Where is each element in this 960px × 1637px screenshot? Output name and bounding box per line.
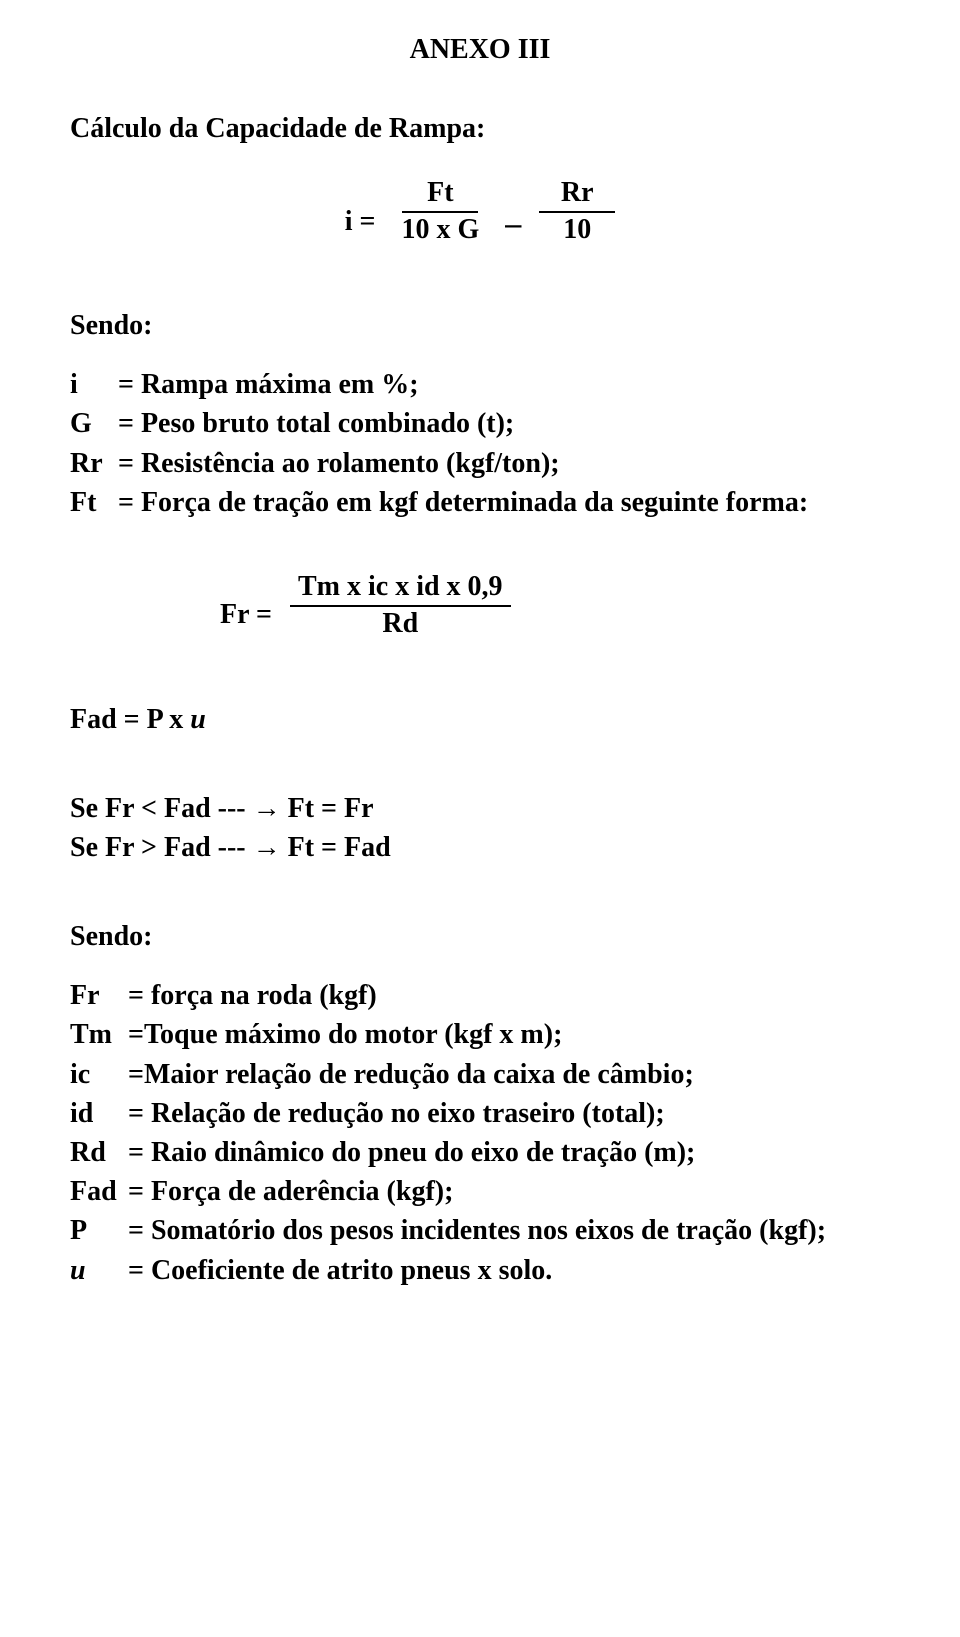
def-Ft-sym: Ft bbox=[70, 483, 118, 522]
def-Fr-sym: Fr bbox=[70, 976, 128, 1015]
def-Tm-text: =Toque máximo do motor (kgf x m); bbox=[128, 1015, 562, 1054]
equation-i: i = Ft 10 x G _ Rr 10 bbox=[70, 178, 890, 246]
condition-1: Se Fr < Fad --- → Ft = Fr bbox=[70, 789, 890, 828]
def-Rd-text: = Raio dinâmico do pneu do eixo de traçã… bbox=[128, 1133, 695, 1172]
def-id: id = Relação de redução no eixo traseiro… bbox=[70, 1094, 890, 1133]
def-id-sym: id bbox=[70, 1094, 128, 1133]
eq-fr-frac: Tm x ic x id x 0,9 Rd bbox=[290, 572, 511, 640]
def-Rd: Rd = Raio dinâmico do pneu do eixo de tr… bbox=[70, 1133, 890, 1172]
def-Rd-sym: Rd bbox=[70, 1133, 128, 1172]
def-Fad: Fad = Força de aderência (kgf); bbox=[70, 1172, 890, 1211]
def-Rr-text: = Resistência ao rolamento (kgf/ton); bbox=[118, 444, 560, 483]
eq-i-frac2-num: Rr bbox=[539, 178, 615, 213]
def-P-text: = Somatório dos pesos incidentes nos eix… bbox=[128, 1211, 826, 1250]
eq-i-minus: _ bbox=[505, 190, 521, 235]
eq-fr-den: Rd bbox=[374, 607, 426, 640]
conditions-block: Se Fr < Fad --- → Ft = Fr Se Fr > Fad --… bbox=[70, 789, 890, 867]
def-Ft-text: = Força de tração em kgf determinada da … bbox=[118, 483, 808, 522]
def-P: P = Somatório dos pesos incidentes nos e… bbox=[70, 1211, 890, 1250]
def-Fad-sym: Fad bbox=[70, 1172, 128, 1211]
def-Tm-sym: Tm bbox=[70, 1015, 128, 1054]
eq-i-frac2: Rr 10 bbox=[539, 178, 615, 246]
def-i: i = Rampa máxima em %; bbox=[70, 365, 890, 404]
def-G-sym: G bbox=[70, 404, 118, 443]
eq-i-frac2-den: 10 bbox=[555, 213, 599, 246]
def-Fr-text: = força na roda (kgf) bbox=[128, 976, 377, 1015]
sendo-label-2: Sendo: bbox=[70, 917, 890, 956]
page-title: ANEXO III bbox=[70, 30, 890, 69]
def-ic-sym: ic bbox=[70, 1055, 128, 1094]
def-u-sym: u bbox=[70, 1251, 128, 1290]
eq-i-frac1-den: 10 x G bbox=[393, 213, 487, 246]
eq-fad-u: u bbox=[190, 704, 206, 735]
eq-fr-num: Tm x ic x id x 0,9 bbox=[290, 572, 511, 607]
section-heading: Cálculo da Capacidade de Rampa: bbox=[70, 109, 890, 148]
def-Fad-text: = Força de aderência (kgf); bbox=[128, 1172, 453, 1211]
eq-fr-lhs: Fr = bbox=[220, 577, 272, 634]
def-Fr: Fr = força na roda (kgf) bbox=[70, 976, 890, 1015]
equation-fr: Fr = Tm x ic x id x 0,9 Rd bbox=[220, 572, 890, 640]
def-u: u = Coeficiente de atrito pneus x solo. bbox=[70, 1251, 890, 1290]
equation-fad: Fad = P x u bbox=[70, 700, 890, 739]
def-Tm: Tm =Toque máximo do motor (kgf x m); bbox=[70, 1015, 890, 1054]
def-ic-text: =Maior relação de redução da caixa de câ… bbox=[128, 1055, 694, 1094]
def-G: G = Peso bruto total combinado (t); bbox=[70, 404, 890, 443]
def-Rr-sym: Rr bbox=[70, 444, 118, 483]
eq-i-frac1-num: Ft bbox=[402, 178, 478, 213]
defs-block-2: Sendo: Fr = força na roda (kgf) Tm =Toqu… bbox=[70, 917, 890, 1290]
eq-fad-prefix: Fad = P x bbox=[70, 704, 190, 735]
condition-2: Se Fr > Fad --- → Ft = Fad bbox=[70, 828, 890, 867]
eq-i-lhs: i = bbox=[345, 184, 376, 241]
def-Rr: Rr = Resistência ao rolamento (kgf/ton); bbox=[70, 444, 890, 483]
def-G-text: = Peso bruto total combinado (t); bbox=[118, 404, 514, 443]
def-Ft: Ft = Força de tração em kgf determinada … bbox=[70, 483, 890, 522]
def-P-sym: P bbox=[70, 1211, 128, 1250]
def-id-text: = Relação de redução no eixo traseiro (t… bbox=[128, 1094, 665, 1133]
def-i-text: = Rampa máxima em %; bbox=[118, 365, 419, 404]
sendo-label-1: Sendo: bbox=[70, 306, 890, 345]
def-i-sym: i bbox=[70, 365, 118, 404]
eq-i-frac1: Ft 10 x G bbox=[393, 178, 487, 246]
def-u-text: = Coeficiente de atrito pneus x solo. bbox=[128, 1251, 552, 1290]
def-ic: ic =Maior relação de redução da caixa de… bbox=[70, 1055, 890, 1094]
defs-block-1: Sendo: i = Rampa máxima em %; G = Peso b… bbox=[70, 306, 890, 522]
